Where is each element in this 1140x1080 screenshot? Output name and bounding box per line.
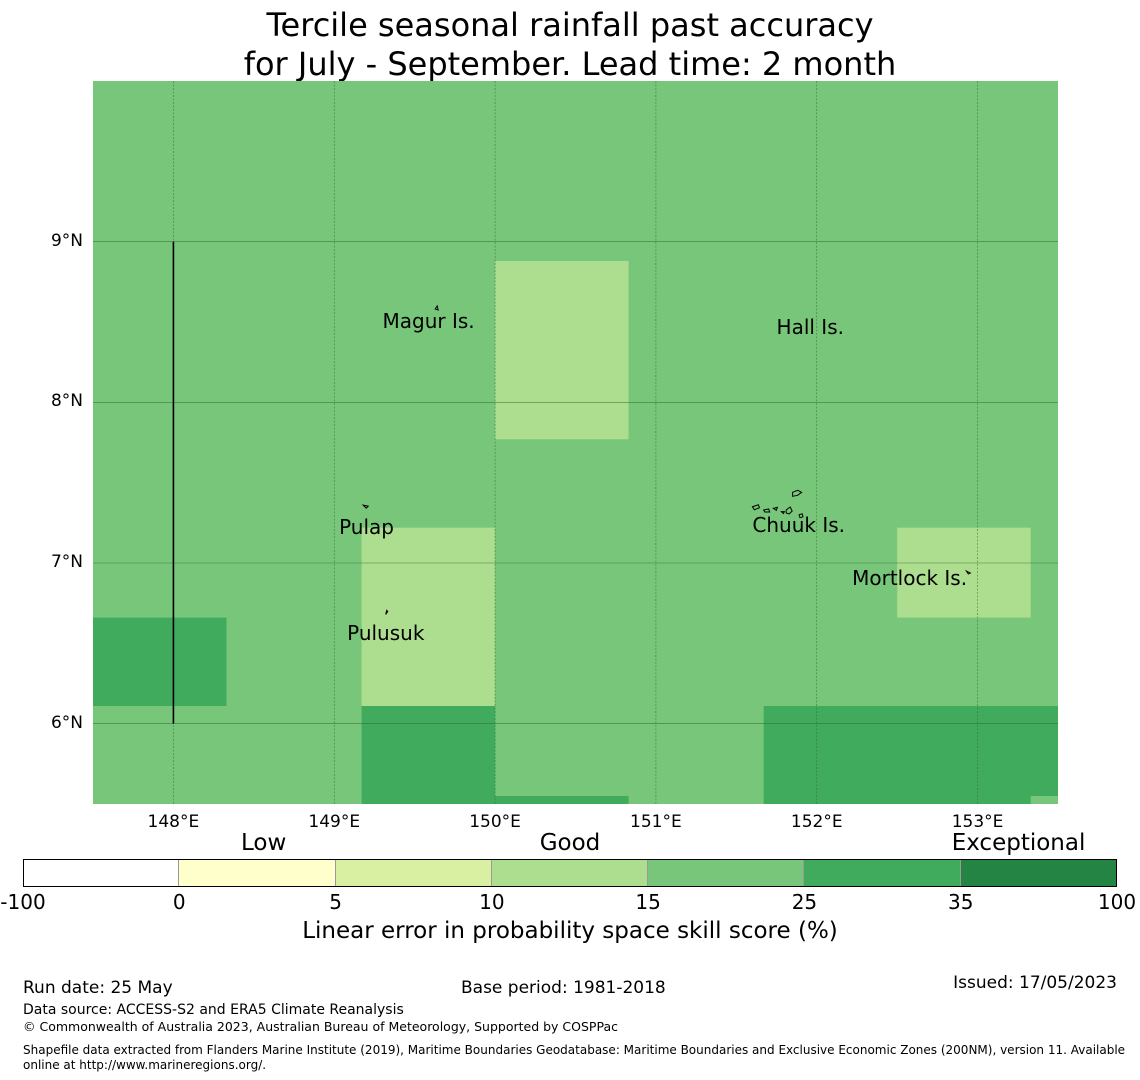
- island-outline: [762, 508, 771, 513]
- lon-tick-label: 148°E: [147, 812, 200, 832]
- map-background: [93, 81, 1058, 804]
- skill-cell: [495, 795, 629, 804]
- colorbar-tick-label: 35: [947, 890, 974, 914]
- skill-cell: [361, 527, 496, 706]
- colorbar-category-label: Good: [539, 830, 601, 856]
- colorbar-tick-label: 10: [479, 890, 505, 914]
- shapefile-credit-line-2: online at http://www.marineregions.org/.: [23, 1058, 267, 1072]
- place-label: Pulusuk: [347, 620, 425, 645]
- colorbar-segment: [960, 860, 1117, 886]
- island-outline: [792, 489, 803, 497]
- colorbar-frame: [23, 859, 1117, 887]
- lat-tick-label: 7°N: [50, 552, 83, 572]
- colorbar-segment: [648, 860, 805, 886]
- data-source: Data source: ACCESS-S2 and ERA5 Climate …: [23, 1002, 404, 1018]
- colorbar-segment: [179, 860, 336, 886]
- colorbar-segment: [335, 860, 492, 886]
- skill-cell: [93, 617, 227, 706]
- lon-tick-label: 150°E: [469, 812, 521, 832]
- colorbar-segment: [23, 860, 180, 886]
- run-date: Run date: 25 May: [23, 978, 173, 998]
- lat-tick-label: 6°N: [50, 712, 83, 733]
- colorbar-tick-label: 0: [172, 890, 186, 914]
- island-outline: [780, 511, 786, 515]
- base-period: Base period: 1981-2018: [461, 978, 666, 998]
- island-outline: [964, 569, 972, 575]
- skill-cell: [763, 795, 1031, 804]
- colorbar-category-label: Exceptional: [951, 830, 1086, 856]
- skill-cell: [495, 260, 629, 440]
- lat-tick-label: 8°N: [50, 391, 83, 412]
- lon-tick-label: 153°E: [951, 812, 1004, 832]
- island-outline: [798, 513, 804, 519]
- place-label: Mortlock Is.: [852, 566, 968, 591]
- map-title-line-2: for July - September. Lead time: 2 month: [243, 45, 897, 83]
- colorbar-tick-label: 100: [1097, 890, 1137, 914]
- island-outline: [385, 609, 389, 615]
- skill-score-map: [93, 81, 1058, 804]
- skill-cell: [897, 527, 1031, 618]
- place-label: Magur Is.: [382, 309, 475, 333]
- island-outline: [434, 304, 439, 311]
- place-label: Hall Is.: [776, 315, 844, 340]
- lat-tick-label: 9°N: [50, 230, 83, 251]
- island-outline: [361, 504, 370, 509]
- shapefile-credit-line-1: Shapefile data extracted from Flanders M…: [23, 1043, 1126, 1057]
- colorbar-tick-label: 15: [635, 890, 661, 914]
- colorbar-tick-label: -100: [0, 890, 46, 914]
- skill-cell: [361, 705, 496, 804]
- issued-date: Issued: 17/05/2023: [953, 973, 1117, 993]
- skill-cell: [763, 705, 1058, 796]
- colorbar-tick-label: 5: [329, 890, 342, 914]
- colorbar-axis-label: Linear error in probability space skill …: [302, 918, 838, 944]
- colorbar-category-label: Low: [241, 830, 287, 856]
- lon-tick-label: 152°E: [790, 812, 843, 832]
- place-label: Chuuk Is.: [752, 513, 846, 538]
- map-title-line-1: Tercile seasonal rainfall past accuracy: [266, 6, 874, 44]
- island-outline: [785, 506, 793, 515]
- copyright: © Commonwealth of Australia 2023, Austra…: [23, 1019, 618, 1034]
- island-outline: [772, 506, 779, 512]
- lon-tick-label: 149°E: [308, 812, 361, 832]
- place-label: Pulap: [339, 514, 394, 539]
- lon-tick-label: 151°E: [630, 812, 682, 832]
- colorbar-tick-label: 25: [791, 890, 818, 914]
- island-outline: [751, 504, 761, 511]
- colorbar-segment: [804, 860, 961, 886]
- colorbar-segment: [491, 860, 649, 886]
